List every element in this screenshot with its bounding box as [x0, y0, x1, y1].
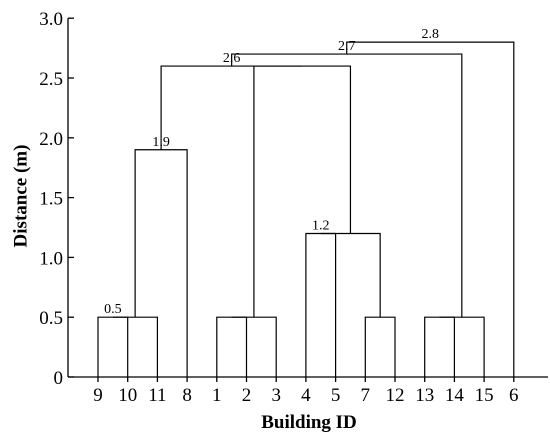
- y-axis-title: Distance (m): [10, 145, 31, 248]
- link-m13: [231, 53, 463, 318]
- link-m14: [346, 41, 515, 377]
- link-m2: [112, 316, 158, 377]
- y-tick-label: 2.5: [39, 69, 63, 90]
- leaf-label: 10: [118, 385, 137, 406]
- leaf-label: 15: [475, 385, 494, 406]
- leaf-label: 12: [386, 385, 405, 406]
- leaf-label: 1: [212, 385, 222, 406]
- leaf-label: 9: [93, 385, 103, 406]
- x-axis-ticks: 9 10 11 8 1 2 3 4 5 7 12 13 14 15 6: [93, 377, 519, 406]
- x-axis-title: Building ID: [261, 412, 357, 433]
- leaf-label: 2: [242, 385, 252, 406]
- leaf-label: 7: [361, 385, 371, 406]
- y-tick-label: 0.5: [39, 308, 63, 329]
- height-annotation: 1.9: [152, 135, 170, 150]
- link-m6: [364, 316, 396, 377]
- leaf-label: 8: [182, 385, 192, 406]
- link-m7: [305, 232, 337, 377]
- leaf-label: 3: [271, 385, 281, 406]
- y-axis-ticks: 0 0.5 1.0 1.5 2.0 2.5 3.0: [39, 9, 74, 389]
- y-tick-label: 0: [54, 368, 64, 389]
- link-m1: [97, 316, 129, 377]
- leaf-label: 14: [445, 385, 465, 406]
- link-m10: [160, 65, 303, 150]
- link-m11: [424, 316, 455, 377]
- height-annotations: 0.5 1.9 1.2 2.6 2.7 2.8: [104, 27, 439, 317]
- height-annotation: 0.5: [104, 302, 122, 317]
- leaf-label: 13: [415, 385, 434, 406]
- height-annotation: 2.8: [422, 27, 440, 42]
- y-tick-label: 2.0: [39, 129, 63, 150]
- height-annotation: 1.2: [312, 218, 330, 233]
- dendrogram-links: [97, 41, 515, 377]
- leaf-label: 5: [331, 385, 341, 406]
- y-tick-label: 1.0: [39, 248, 63, 269]
- leaf-label: 4: [301, 385, 311, 406]
- link-m8: [320, 232, 381, 318]
- link-m4: [216, 316, 248, 377]
- y-tick-label: 3.0: [39, 9, 63, 30]
- height-annotation: 2.6: [223, 51, 241, 66]
- leaf-label: 6: [509, 385, 519, 406]
- link-m5: [231, 316, 277, 377]
- leaf-label: 11: [148, 385, 166, 406]
- link-m12: [439, 316, 485, 377]
- link-m3: [134, 149, 188, 377]
- y-tick-label: 1.5: [39, 189, 63, 210]
- height-annotation: 2.7: [338, 39, 356, 54]
